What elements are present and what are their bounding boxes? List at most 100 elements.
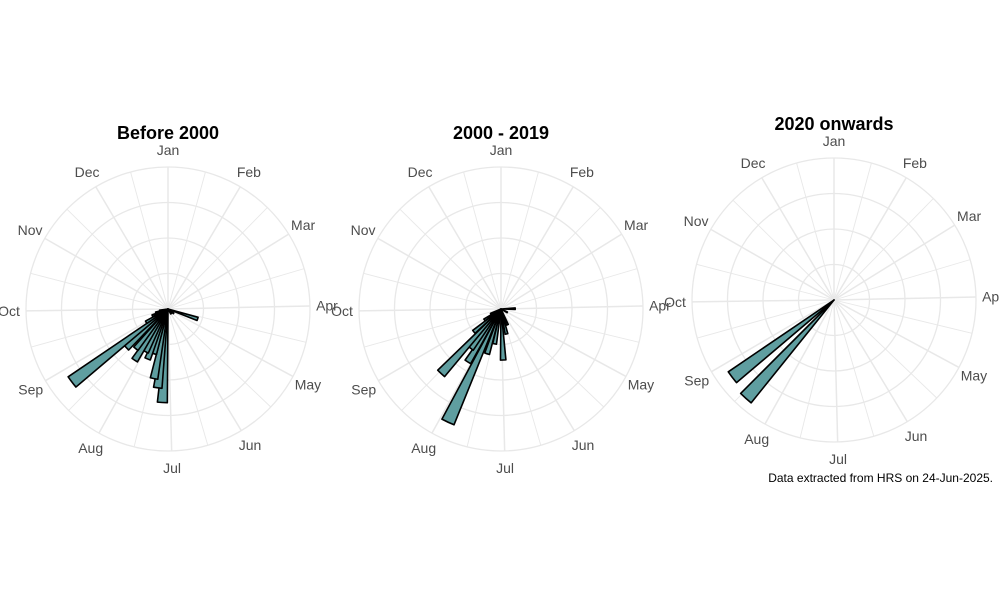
grid-spoke	[359, 308, 502, 312]
polar-grid	[691, 157, 977, 443]
grid-spoke	[130, 171, 169, 310]
month-label-jul: Jul	[496, 460, 514, 476]
polar-bar	[499, 308, 507, 361]
grid-spoke	[500, 308, 575, 432]
bars	[67, 308, 199, 404]
chart-title: Before 2000	[117, 123, 219, 143]
grid-spoke	[761, 177, 835, 301]
month-label-may: May	[295, 377, 321, 393]
grid-spoke	[799, 299, 835, 439]
grid-spoke	[167, 171, 206, 310]
polar-bar	[739, 299, 835, 404]
grid-spoke	[833, 198, 934, 301]
grid-spoke	[500, 233, 623, 310]
grid-spoke	[833, 299, 908, 423]
month-label-apr: Apr	[649, 298, 671, 314]
month-label-dec: Dec	[741, 155, 766, 171]
grid-spoke	[428, 186, 502, 310]
grid-spoke	[66, 208, 169, 310]
grid-spoke	[167, 308, 272, 408]
grid-spoke	[399, 208, 502, 310]
grid-spoke	[95, 186, 169, 310]
grid-spoke	[500, 308, 605, 408]
month-label-mar: Mar	[957, 208, 981, 224]
month-label-dec: Dec	[75, 164, 100, 180]
grid-spoke	[167, 308, 209, 446]
polar-bar	[436, 308, 502, 378]
panel-2020-onwards: Jan Feb Mar Apr May Jun Jul Aug Sep Oct Nov Dec 2020…	[664, 114, 1000, 467]
month-label-mar: Mar	[624, 217, 648, 233]
grid-spoke	[500, 308, 627, 378]
polar-bar	[67, 308, 169, 388]
month-label-jan: Jan	[490, 142, 513, 158]
grid-spoke	[833, 224, 956, 301]
polar-bar	[483, 308, 502, 356]
grid-spoke	[833, 259, 971, 301]
grid-spoke	[463, 171, 502, 310]
month-label-nov: Nov	[684, 213, 709, 229]
grid-spoke	[500, 268, 638, 310]
grid-spoke	[167, 308, 242, 432]
grid-spoke	[833, 299, 960, 369]
month-label-jul: Jul	[829, 451, 847, 467]
polar-bar	[727, 299, 835, 384]
polar-bar	[441, 308, 502, 426]
month-label-may: May	[628, 377, 654, 393]
grid-spoke	[500, 207, 601, 310]
grid-spoke	[711, 299, 835, 373]
month-label-jun: Jun	[572, 437, 595, 453]
grid-spoke	[167, 207, 268, 310]
polar-bar	[167, 308, 199, 322]
grid-spoke	[833, 299, 938, 399]
month-label-jun: Jun	[905, 428, 928, 444]
polar-bar	[167, 308, 173, 315]
month-label-jul: Jul	[163, 460, 181, 476]
month-label-apr: Apr	[316, 298, 338, 314]
grid-spoke	[378, 308, 502, 382]
grid-spoke	[697, 299, 835, 339]
grid-spoke	[31, 308, 169, 348]
month-label-jan: Jan	[157, 142, 180, 158]
grid-spoke	[167, 305, 310, 310]
grid-spoke	[710, 228, 835, 301]
bars	[436, 307, 516, 426]
grid-spoke	[764, 299, 835, 425]
month-label-sep: Sep	[684, 372, 709, 388]
chart-title: 2000 - 2019	[453, 123, 549, 143]
grid-spoke	[30, 272, 169, 310]
grid-spoke	[500, 171, 539, 310]
month-label-oct: Oct	[331, 303, 353, 319]
month-label-dec: Dec	[408, 164, 433, 180]
polar-bar	[491, 308, 502, 346]
month-label-feb: Feb	[237, 164, 261, 180]
grid-spoke	[833, 177, 907, 301]
grid-spoke	[364, 308, 502, 348]
grid-spoke	[500, 186, 574, 310]
grid-spoke	[833, 299, 973, 334]
month-label-feb: Feb	[570, 164, 594, 180]
month-label-sep: Sep	[18, 381, 43, 397]
polar-bar	[500, 308, 509, 314]
month-label-nov: Nov	[18, 222, 43, 238]
month-label-jun: Jun	[239, 437, 262, 453]
bars	[727, 299, 835, 404]
grid-spoke	[500, 308, 640, 343]
grid-spoke	[833, 299, 875, 437]
grid-spoke	[692, 299, 835, 303]
polar-bar	[158, 308, 169, 312]
polar-bar	[500, 307, 516, 311]
grid-spoke	[833, 162, 872, 301]
grid-spoke	[167, 268, 305, 310]
grid-spoke	[696, 263, 835, 301]
month-label-mar: Mar	[291, 217, 315, 233]
grid-spoke	[732, 199, 835, 301]
polar-bar	[489, 308, 502, 316]
month-label-jan: Jan	[823, 133, 846, 149]
grid-spoke	[833, 299, 839, 442]
panel-before-2000: Jan Feb Mar Apr May Jun Jul Aug Sep Oct Nov Dec Befo…	[0, 123, 338, 476]
polar-bar	[500, 308, 510, 326]
month-label-aug: Aug	[411, 440, 436, 456]
panel-2000-2019: Jan Feb Mar Apr May Jun Jul Aug Sep Oct Nov Dec 2000…	[331, 123, 671, 476]
